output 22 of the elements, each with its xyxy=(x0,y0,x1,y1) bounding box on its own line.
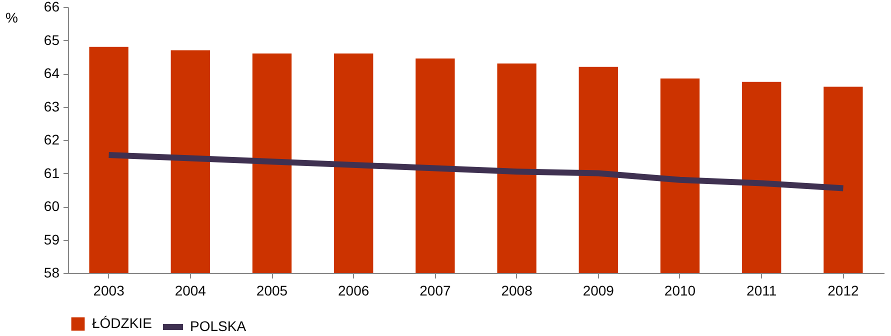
y-tick-label: 60 xyxy=(44,198,60,214)
y-tick-label: 58 xyxy=(44,264,60,280)
x-tick-label: 2008 xyxy=(501,282,533,298)
x-tick-label: 2004 xyxy=(174,282,206,298)
x-tick-label: 2006 xyxy=(338,282,370,298)
y-tick-label: 61 xyxy=(44,164,60,181)
x-tick-label: 2005 xyxy=(256,282,288,298)
y-tick-label: 62 xyxy=(44,132,60,148)
y-tick-label: 64 xyxy=(44,65,60,81)
legend-label: POLSKA xyxy=(190,318,247,334)
x-tick-label: 2010 xyxy=(664,282,696,298)
y-tick-label: 66 xyxy=(44,0,60,14)
x-tick-label: 2003 xyxy=(93,282,125,298)
x-tick-label: 2011 xyxy=(746,282,777,298)
x-tick-label: 2007 xyxy=(420,282,451,298)
y-tick-label: 65 xyxy=(44,32,60,48)
y-tick-label: 63 xyxy=(44,98,60,114)
x-tick-label: 2009 xyxy=(582,282,614,298)
y-axis-title: % xyxy=(6,10,18,26)
legend-label: ŁÓDZKIE xyxy=(92,315,152,331)
y-tick-label: 59 xyxy=(44,231,60,248)
x-tick-label: 2012 xyxy=(828,282,859,298)
